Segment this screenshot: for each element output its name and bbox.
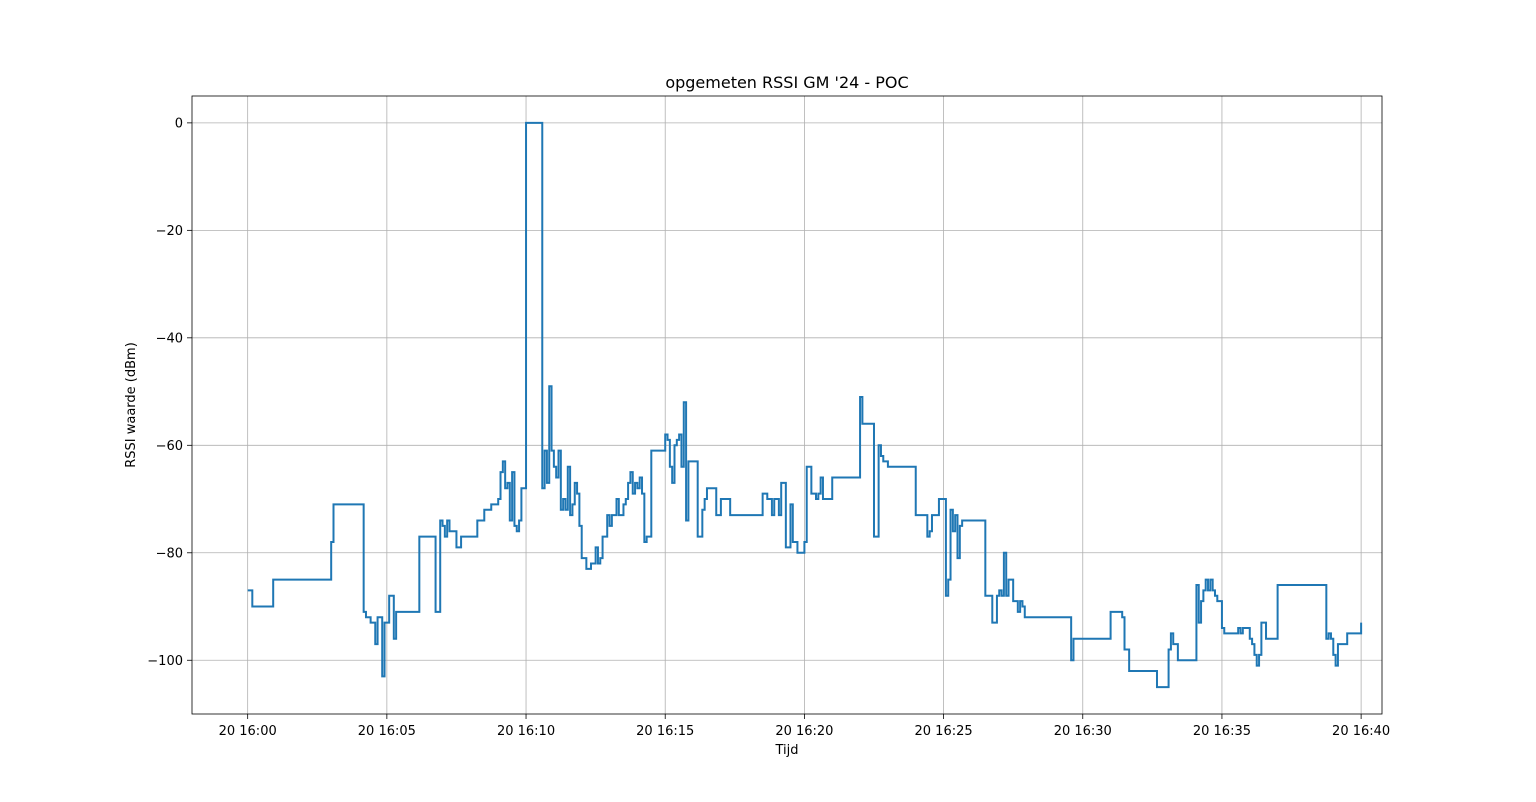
y-tick-label: −80 bbox=[156, 546, 183, 561]
chart-title: opgemeten RSSI GM '24 - POC bbox=[665, 73, 908, 92]
y-tick-label: −20 bbox=[156, 224, 183, 239]
x-tick-label: 20 16:40 bbox=[1332, 724, 1390, 739]
y-tick-label: −40 bbox=[156, 331, 183, 346]
series-layer bbox=[247, 121, 1363, 689]
x-axis-title: Tijd bbox=[774, 743, 798, 758]
x-tick-label: 20 16:30 bbox=[1054, 724, 1112, 739]
y-axis: 0 −20 −40 −60 −80 −100 bbox=[147, 116, 192, 669]
x-tick-label: 20 16:15 bbox=[636, 724, 694, 739]
y-tick-label: −60 bbox=[156, 439, 183, 454]
rssi-series-line bbox=[247, 121, 1363, 689]
y-tick-label: 0 bbox=[175, 116, 183, 131]
x-tick-label: 20 16:05 bbox=[358, 724, 416, 739]
grid bbox=[192, 96, 1382, 714]
x-tick-label: 20 16:20 bbox=[775, 724, 833, 739]
x-tick-label: 20 16:00 bbox=[219, 724, 277, 739]
y-tick-label: −100 bbox=[147, 654, 183, 669]
plot-frame bbox=[191, 95, 1383, 715]
x-axis: 20 16:00 20 16:05 20 16:10 20 16:15 20 16:20… bbox=[219, 714, 1390, 739]
x-tick-label: 20 16:25 bbox=[915, 724, 973, 739]
x-tick-label: 20 16:35 bbox=[1193, 724, 1251, 739]
y-axis-title: RSSI waarde (dBm) bbox=[124, 342, 139, 468]
x-tick-label: 20 16:10 bbox=[497, 724, 555, 739]
